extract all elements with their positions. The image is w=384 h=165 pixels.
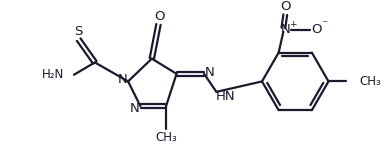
Text: O: O	[280, 0, 291, 13]
Text: CH₃: CH₃	[155, 131, 177, 144]
Text: CH₃: CH₃	[359, 75, 381, 88]
Text: N: N	[280, 23, 290, 36]
Text: N: N	[118, 73, 127, 86]
Text: S: S	[74, 25, 83, 38]
Text: N: N	[205, 66, 215, 79]
Text: HN: HN	[216, 90, 236, 103]
Text: N: N	[130, 101, 140, 115]
Text: O: O	[311, 23, 322, 36]
Text: O: O	[154, 10, 165, 23]
Text: H₂N: H₂N	[42, 68, 65, 81]
Text: +: +	[289, 20, 296, 29]
Text: ⁻: ⁻	[321, 19, 327, 32]
